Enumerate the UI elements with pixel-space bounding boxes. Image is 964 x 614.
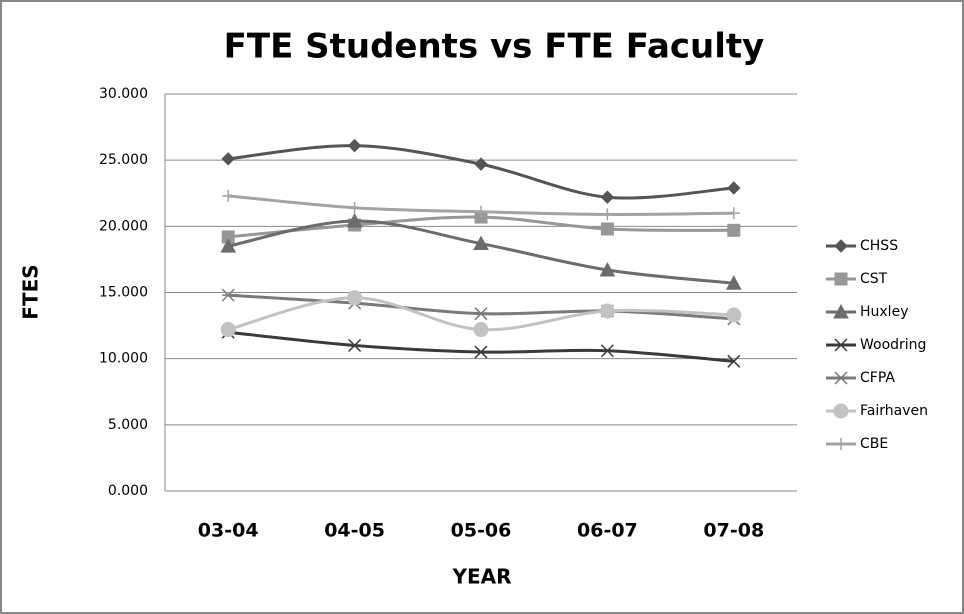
- x-tick-label: 05-06: [451, 520, 512, 542]
- marker: [475, 205, 487, 218]
- marker: [347, 290, 363, 306]
- y-tick-label: 10.000: [99, 351, 148, 367]
- legend-label: CFPA: [860, 370, 895, 386]
- legend-item: Woodring: [826, 337, 926, 353]
- marker: [725, 275, 742, 290]
- marker: [221, 152, 235, 166]
- legend-label: Fairhaven: [860, 403, 928, 419]
- legend-label: CBE: [860, 436, 888, 452]
- legend-item: CST: [826, 271, 888, 287]
- marker: [220, 322, 236, 338]
- legend-label: Woodring: [860, 337, 926, 353]
- legend-marker: [834, 371, 848, 385]
- marker: [600, 344, 614, 358]
- marker: [727, 207, 740, 220]
- marker: [221, 288, 235, 302]
- legend-label: CHSS: [860, 238, 898, 254]
- marker: [727, 354, 741, 368]
- marker: [347, 138, 362, 153]
- marker: [726, 307, 742, 323]
- y-tick-label: 15.000: [99, 285, 148, 301]
- x-axis-label: YEAR: [451, 565, 511, 589]
- marker: [600, 190, 615, 204]
- y-tick-label: 25.000: [99, 152, 148, 168]
- x-tick-label: 03-04: [198, 520, 259, 542]
- marker: [474, 307, 488, 321]
- legend-marker: [834, 272, 848, 286]
- y-tick-label: 20.000: [99, 218, 148, 234]
- legend-item: CBE: [826, 436, 888, 452]
- legend-label: Huxley: [860, 304, 908, 320]
- marker: [348, 338, 362, 352]
- legend-item: CHSS: [826, 238, 898, 254]
- marker: [599, 303, 615, 319]
- legend-item: Fairhaven: [826, 403, 928, 419]
- y-tick-label: 5.000: [108, 417, 148, 433]
- x-tick-label: 04-05: [324, 520, 385, 542]
- legend-marker: [833, 303, 849, 319]
- marker: [474, 157, 488, 171]
- legend-item: Huxley: [826, 303, 908, 320]
- chart-title: FTE Students vs FTE Faculty: [224, 27, 765, 67]
- marker: [473, 235, 489, 251]
- legend-marker: [833, 403, 849, 419]
- marker: [727, 223, 741, 237]
- y-tick-label: 0.000: [108, 483, 148, 499]
- marker: [599, 261, 616, 277]
- x-tick-label: 07-08: [703, 520, 764, 542]
- marker: [222, 189, 235, 202]
- marker: [727, 181, 741, 195]
- marker: [220, 238, 237, 253]
- x-tick-label: 06-07: [577, 520, 638, 542]
- legend-marker: [834, 338, 848, 352]
- legend-marker: [834, 239, 848, 253]
- y-axis-label: FTES: [19, 264, 43, 319]
- marker: [473, 322, 489, 338]
- legend-label: CST: [860, 271, 888, 287]
- marker: [346, 212, 363, 228]
- marker: [348, 201, 361, 214]
- y-tick-label: 30.000: [99, 86, 148, 102]
- marker: [601, 208, 614, 221]
- marker: [600, 222, 614, 236]
- marker: [474, 345, 488, 359]
- legend-marker: [835, 438, 847, 450]
- legend-item: CFPA: [826, 370, 895, 386]
